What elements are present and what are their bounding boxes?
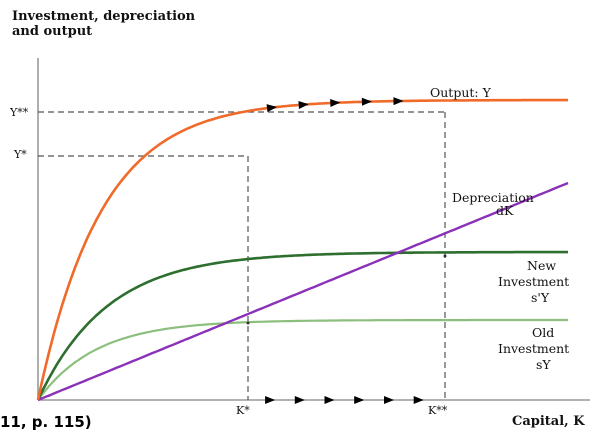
old-investment-curve (37, 318, 568, 401)
output-direction-arrow (393, 97, 404, 106)
capital-direction-arrow (294, 396, 305, 404)
output-curve-arrows (266, 97, 404, 113)
label-old-line-1: Old (532, 325, 554, 340)
reference-lines (38, 111, 446, 400)
label-depreciation-line-1: Depreciation (452, 190, 534, 205)
label-new-line-3: s'Y (531, 290, 550, 305)
label-new-line-1: New (527, 258, 556, 273)
y-axis-title-line-2: and output (12, 24, 92, 39)
label-new-line-2: Investment (498, 274, 569, 289)
label-old-line-2: Investment (498, 341, 569, 356)
capital-axis-arrows (265, 396, 424, 404)
y-tick-y-star: Y* (13, 148, 27, 161)
caption-fragment: 11, p. 115) (0, 413, 92, 431)
x-tick-k-star-star: K** (428, 404, 448, 417)
old-steady-state-point (246, 321, 250, 325)
output-direction-arrow (266, 104, 277, 113)
capital-direction-arrow (324, 396, 335, 404)
label-old-line-3: sY (536, 357, 551, 372)
capital-direction-arrow (265, 396, 276, 404)
x-axis-title: Capital, K (512, 414, 585, 429)
capital-direction-arrow (384, 396, 394, 404)
capital-direction-arrow (354, 396, 365, 404)
new-steady-state-point (443, 254, 447, 258)
label-output: Output: Y (430, 85, 492, 100)
new-investment-curve (36, 250, 568, 401)
depreciation-line (37, 181, 569, 402)
output-direction-arrow (298, 100, 309, 109)
output-curve (36, 98, 568, 401)
y-axis-title-line-1: Investment, depreciation (12, 9, 196, 24)
label-depreciation-line-2: dK (496, 203, 514, 218)
x-tick-k-star: K* (236, 404, 250, 417)
y-tick-y-star-star: Y** (9, 106, 29, 119)
output-direction-arrow (330, 98, 341, 107)
output-direction-arrow (361, 97, 372, 106)
capital-direction-arrow (413, 396, 424, 404)
